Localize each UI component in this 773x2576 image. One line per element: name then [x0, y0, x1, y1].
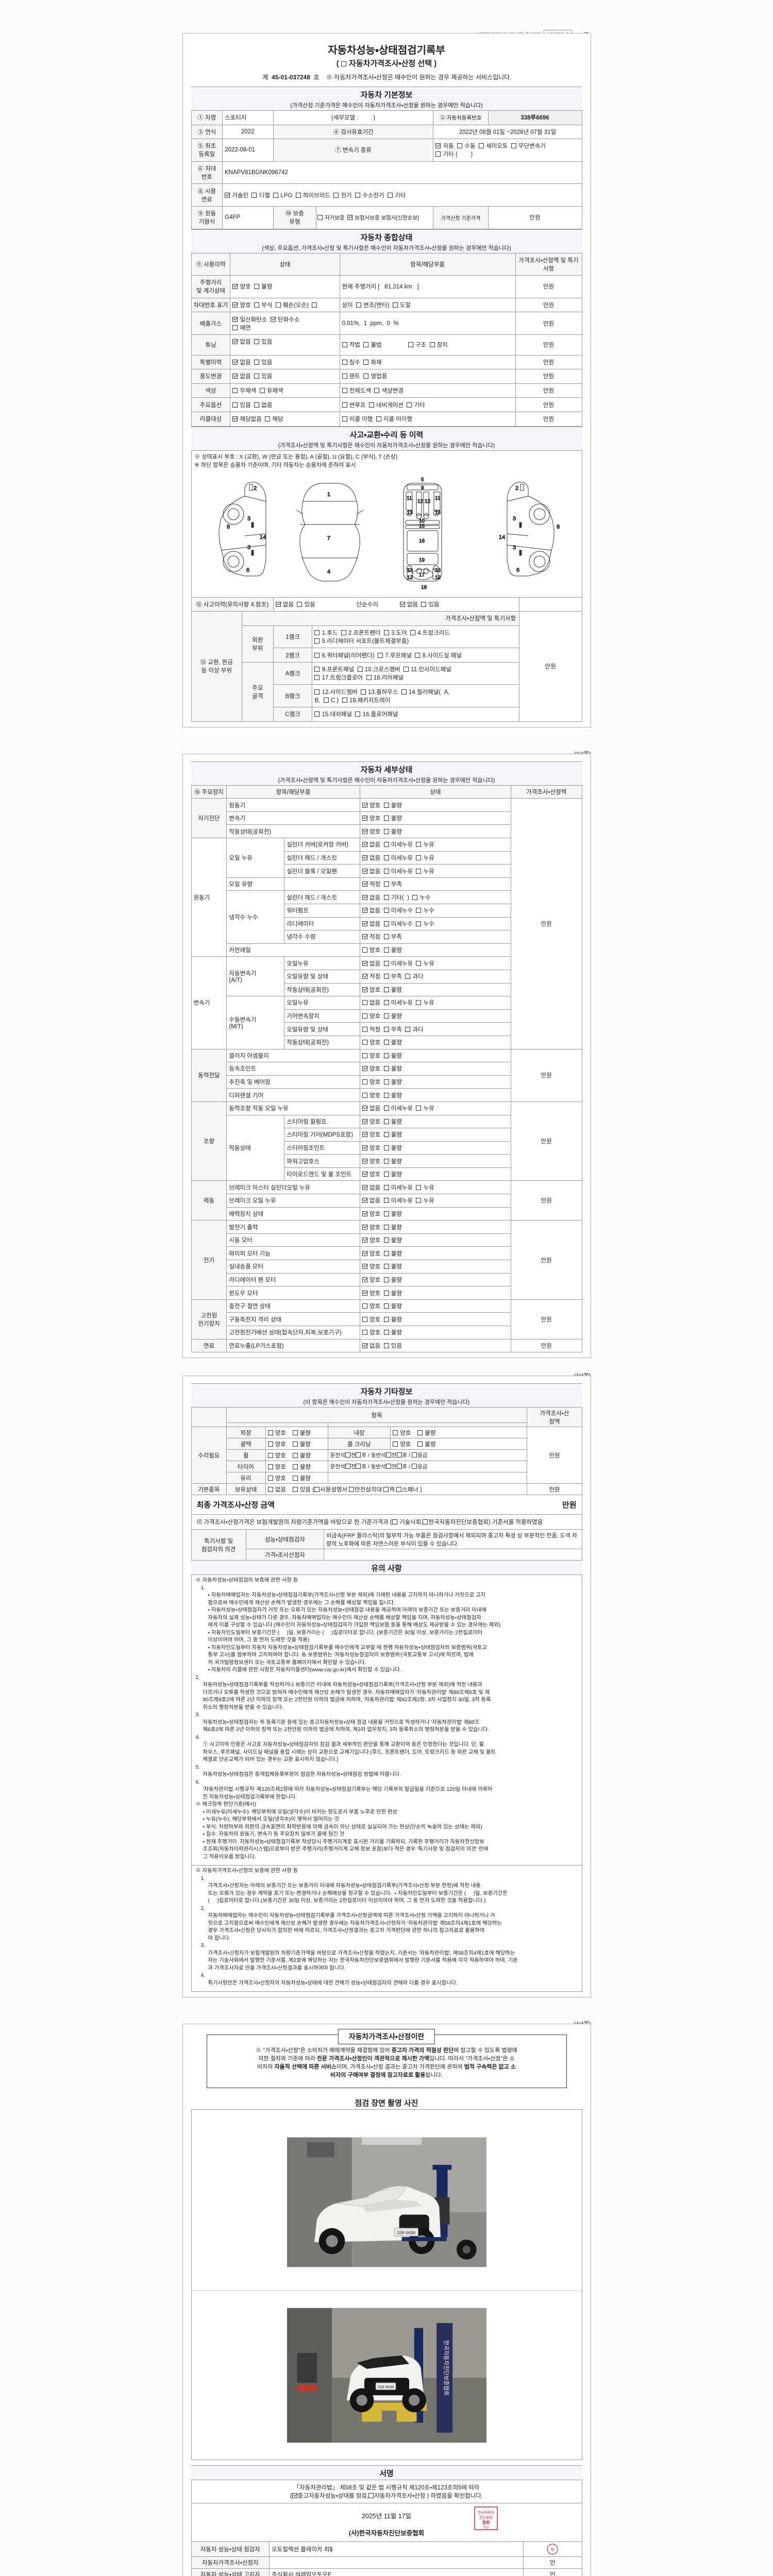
svg-text:한국자동차진단보증협회: 한국자동차진단보증협회 — [443, 2340, 449, 2396]
svg-text:11: 11 — [435, 496, 441, 501]
svg-text:6: 6 — [516, 567, 519, 573]
svg-text:한국자동차: 한국자동차 — [477, 2510, 494, 2515]
svg-text:2: 2 — [515, 485, 518, 492]
svg-text:9: 9 — [421, 485, 424, 491]
svg-text:3: 3 — [247, 516, 250, 522]
svg-text:2: 2 — [254, 485, 257, 492]
svg-text:12: 12 — [425, 499, 431, 504]
svg-text:印: 印 — [551, 2547, 554, 2552]
svg-text:6: 6 — [246, 567, 249, 573]
svg-text:15: 15 — [419, 523, 425, 529]
svg-text:13: 13 — [435, 510, 441, 516]
svg-text:3: 3 — [247, 545, 250, 551]
svg-text:338 6696: 338 6696 — [397, 2230, 415, 2235]
svg-text:17: 17 — [419, 572, 425, 578]
svg-text:338 6696: 338 6696 — [377, 2385, 394, 2389]
svg-text:14: 14 — [499, 534, 505, 540]
svg-text:19: 19 — [419, 557, 425, 563]
svg-text:3: 3 — [513, 516, 516, 522]
svg-text:18: 18 — [421, 585, 427, 590]
svg-text:12: 12 — [417, 499, 424, 504]
svg-text:13: 13 — [407, 568, 413, 573]
svg-text:7: 7 — [327, 535, 330, 541]
svg-text:협회: 협회 — [482, 2520, 490, 2525]
svg-text:진단보증: 진단보증 — [479, 2515, 493, 2520]
svg-text:1: 1 — [327, 492, 330, 498]
svg-text:12: 12 — [435, 575, 441, 581]
svg-text:12: 12 — [407, 575, 413, 581]
svg-text:16: 16 — [419, 538, 425, 544]
svg-text:직인: 직인 — [483, 2526, 489, 2530]
svg-text:11: 11 — [407, 496, 412, 501]
svg-text:4: 4 — [327, 569, 330, 575]
svg-text:5: 5 — [421, 477, 424, 483]
svg-text:13: 13 — [407, 510, 413, 516]
svg-text:14: 14 — [260, 534, 266, 540]
svg-text:3: 3 — [513, 545, 516, 551]
svg-text:8: 8 — [227, 524, 230, 530]
svg-text:8: 8 — [557, 524, 560, 530]
svg-text:13: 13 — [435, 568, 441, 573]
